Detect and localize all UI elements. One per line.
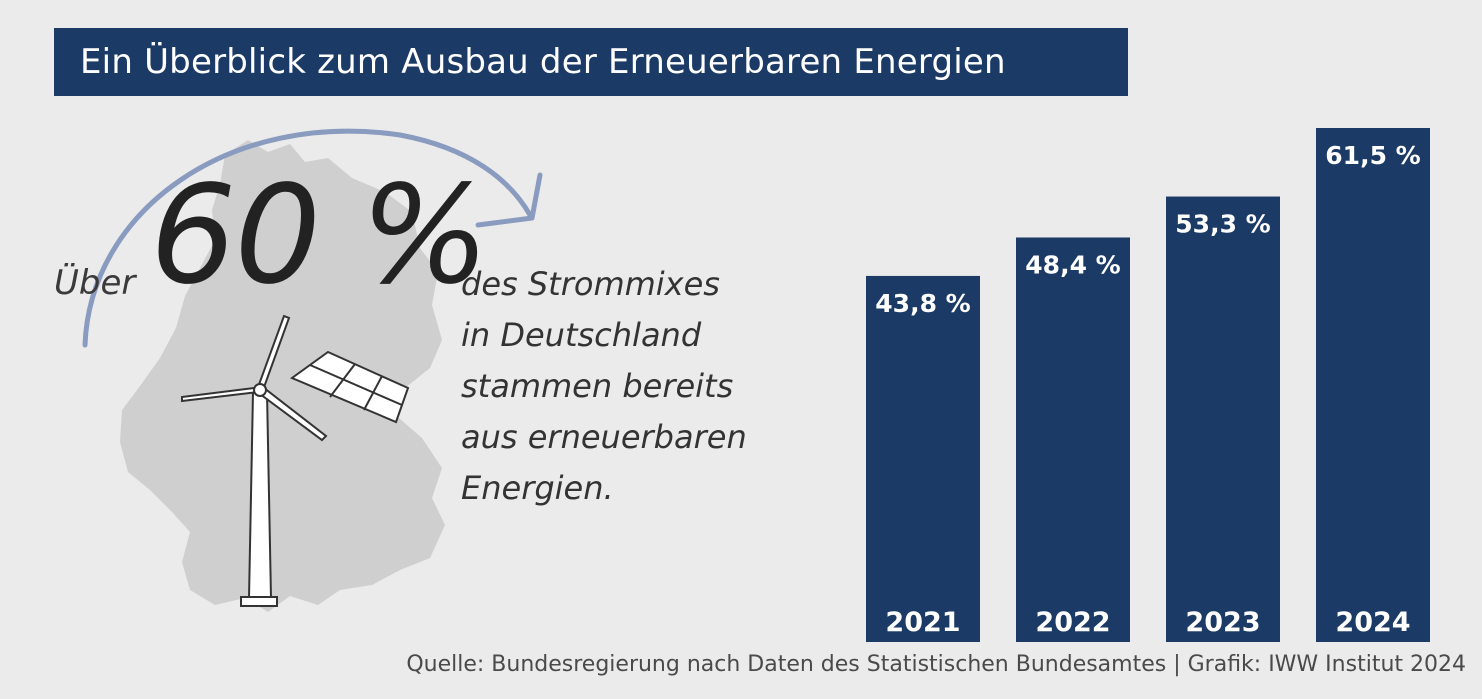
bar-2024: [1316, 128, 1430, 642]
title-banner: Ein Überblick zum Ausbau der Erneuerbare…: [54, 28, 1128, 96]
description-line: Energien.: [461, 469, 614, 507]
bar-2022: [1016, 237, 1130, 642]
headline-description: des Strommixes in Deutschland stammen be…: [461, 264, 747, 519]
bar-value-label: 43,8 %: [875, 289, 970, 318]
bar-2023: [1166, 196, 1280, 643]
description-line: des Strommixes: [461, 265, 720, 303]
bar-value-label: 48,4 %: [1025, 250, 1120, 279]
bar-value-label: 53,3 %: [1175, 210, 1270, 239]
page-title: Ein Überblick zum Ausbau der Erneuerbare…: [80, 42, 1006, 82]
description-line: in Deutschland: [461, 316, 702, 354]
bar-category-label: 2023: [1185, 607, 1260, 638]
headline-prefix: Über: [54, 263, 136, 303]
description-line: stammen bereits: [461, 367, 734, 405]
wind-turbine-icon: [181, 314, 328, 607]
bar-category-label: 2022: [1035, 607, 1110, 638]
source-caption: Quelle: Bundesregierung nach Daten des S…: [406, 652, 1466, 677]
solar-panel-icon: [289, 350, 410, 424]
germany-map-icon: [120, 140, 445, 612]
curved-arrow-icon: [82, 128, 533, 348]
bar-2021: [866, 275, 980, 642]
bar-category-label: 2024: [1335, 607, 1410, 638]
illustration: [82, 128, 543, 612]
bar-value-label: 61,5 %: [1325, 141, 1420, 170]
headline-big-value: 60 %: [150, 157, 490, 315]
description-line: aus erneuerbaren: [461, 418, 747, 456]
bar-category-label: 2021: [885, 607, 960, 638]
